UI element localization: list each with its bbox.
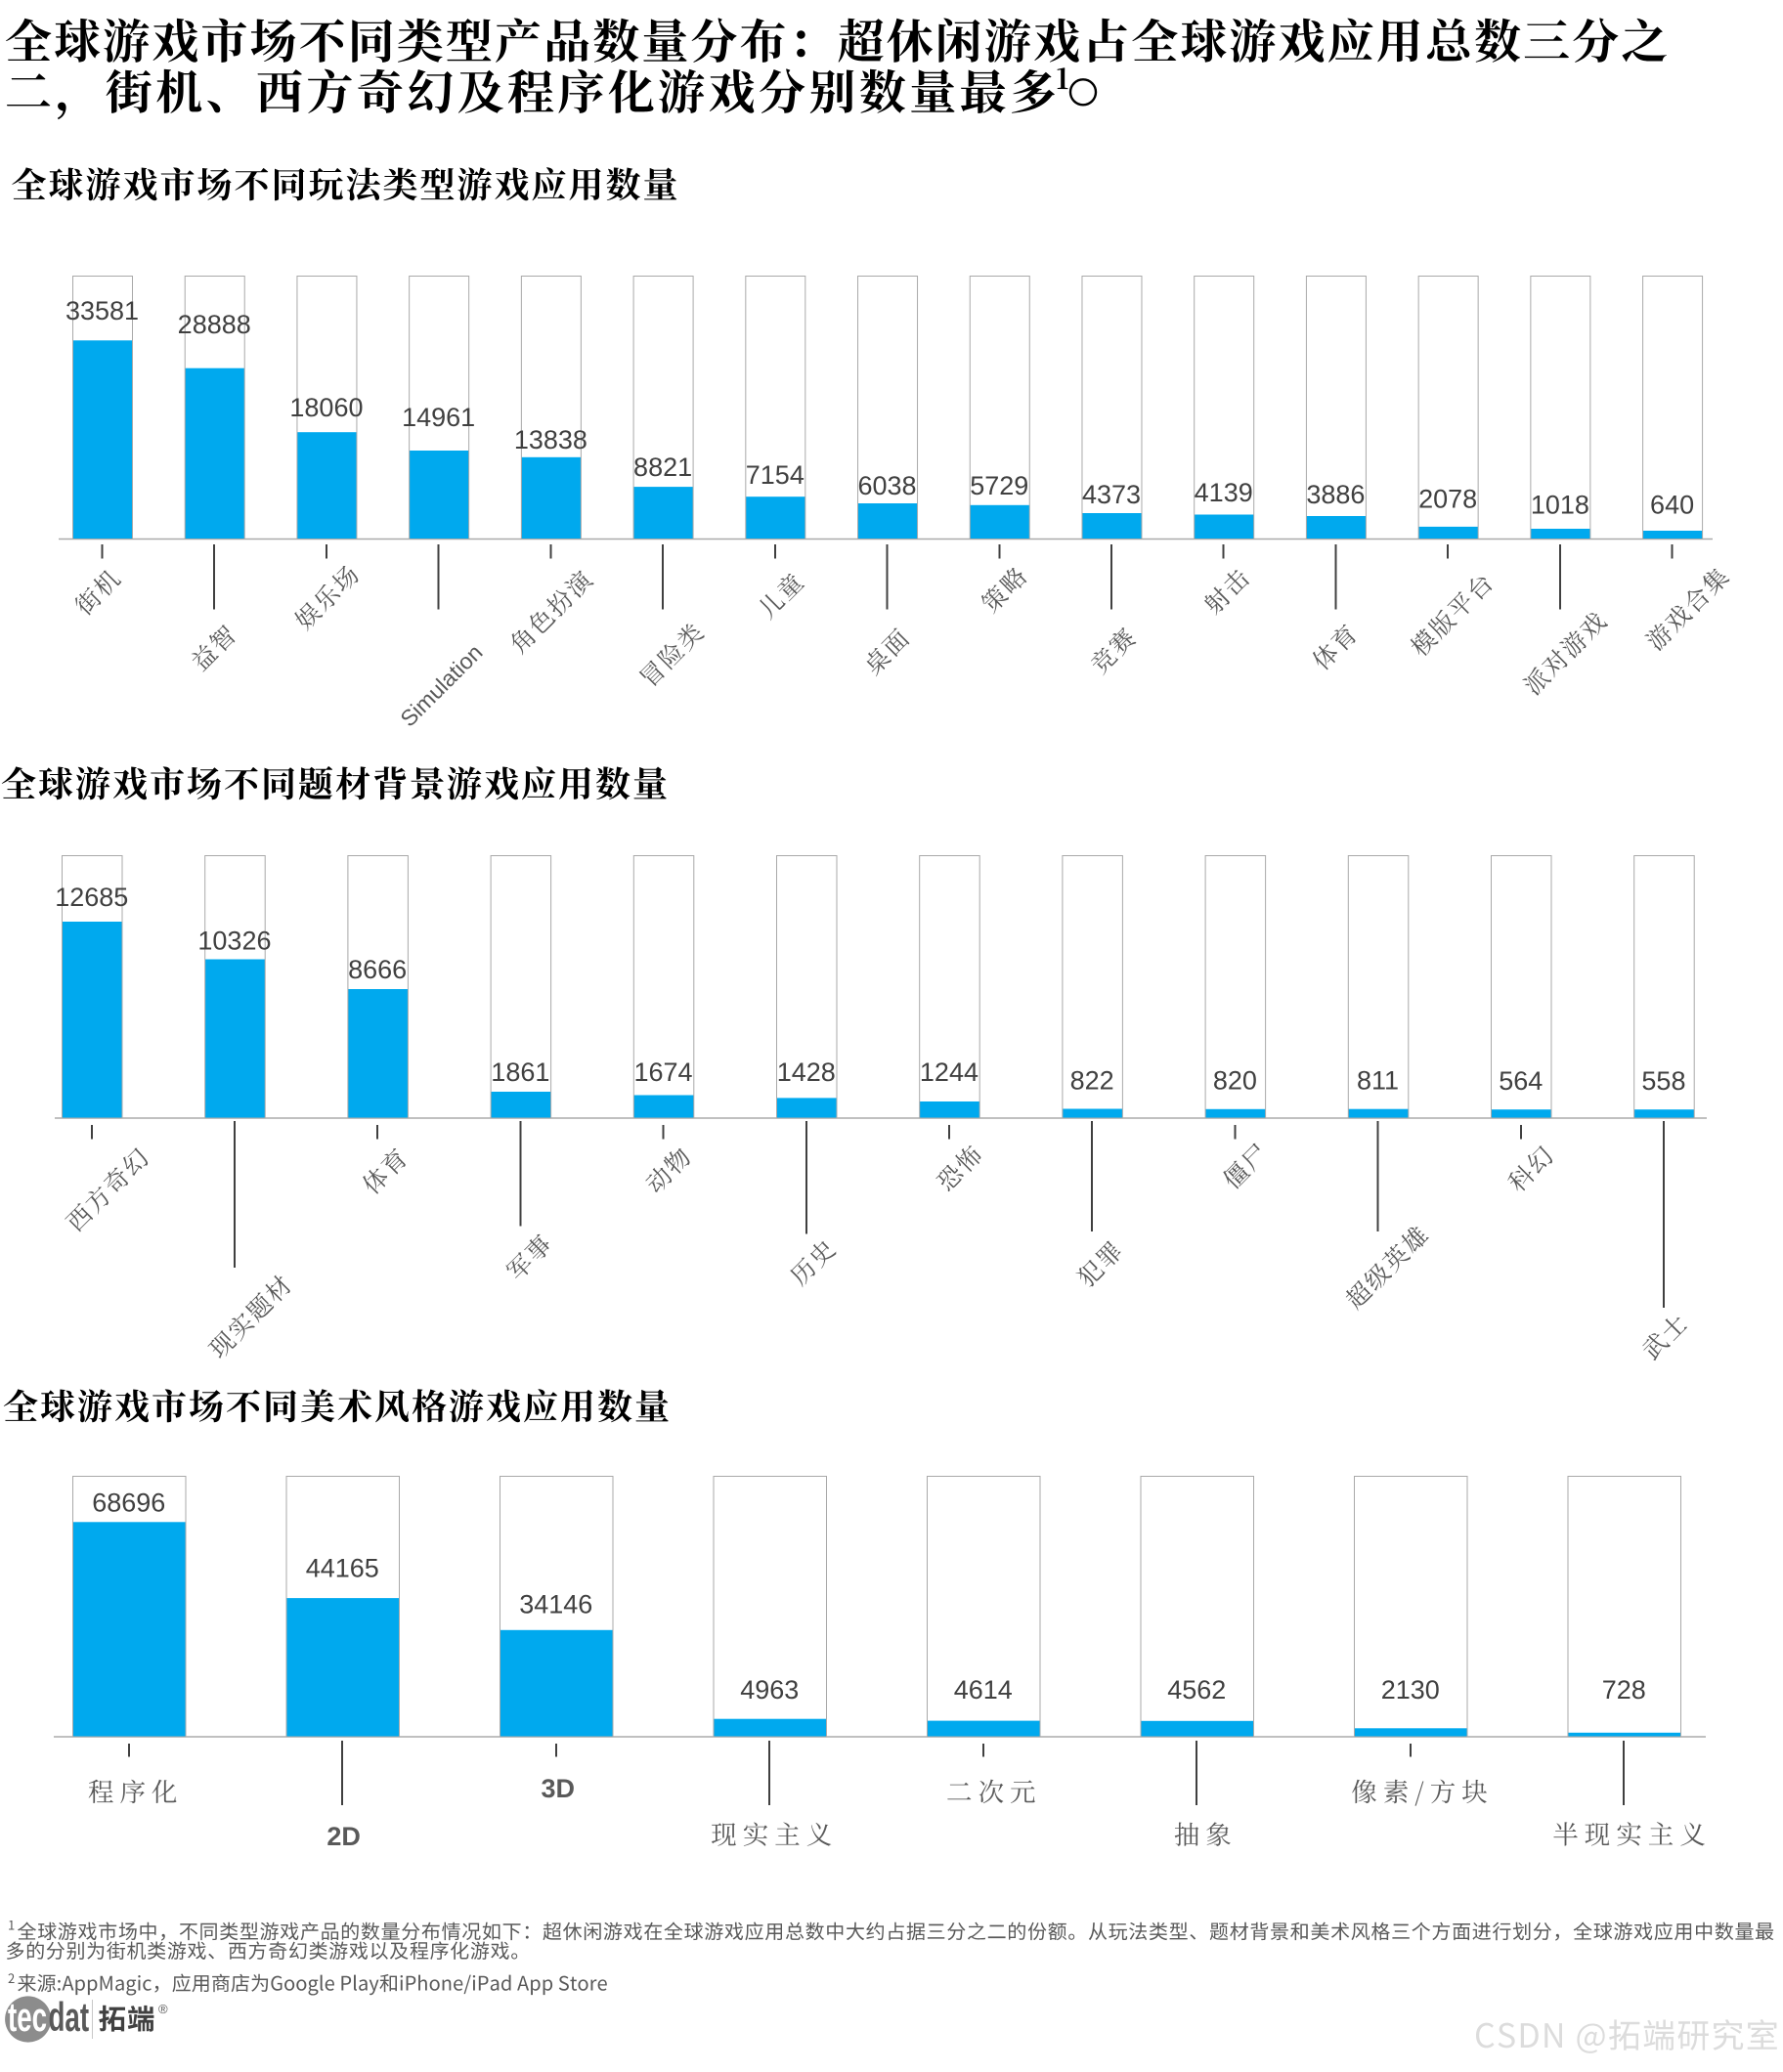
svg-text:1018: 1018	[1531, 491, 1589, 520]
svg-text:1861: 1861	[491, 1058, 549, 1087]
svg-text:3D: 3D	[541, 1774, 575, 1803]
svg-text:640: 640	[1650, 491, 1694, 520]
svg-text:28888: 28888	[178, 310, 251, 339]
svg-text:10326: 10326	[197, 927, 271, 956]
svg-text:14961: 14961	[402, 403, 475, 432]
svg-text:44165: 44165	[306, 1553, 379, 1582]
svg-text:7154: 7154	[746, 460, 805, 490]
svg-text:8666: 8666	[348, 955, 407, 984]
svg-text:2D: 2D	[326, 1822, 361, 1851]
svg-text:®: ®	[158, 2002, 168, 2016]
svg-text:6038: 6038	[858, 471, 917, 500]
svg-text:4963: 4963	[740, 1675, 799, 1705]
svg-text:34146: 34146	[519, 1590, 592, 1619]
svg-text:558: 558	[1641, 1066, 1685, 1096]
svg-text:4373: 4373	[1082, 480, 1141, 509]
svg-text:68696: 68696	[92, 1489, 165, 1518]
svg-text:2130: 2130	[1381, 1675, 1440, 1705]
svg-text:2078: 2078	[1418, 485, 1477, 514]
svg-text:13838: 13838	[514, 425, 587, 454]
svg-text:1674: 1674	[634, 1058, 693, 1087]
svg-text:tec: tec	[8, 1994, 47, 2040]
svg-text:822: 822	[1070, 1066, 1114, 1096]
svg-text:1428: 1428	[777, 1058, 836, 1087]
svg-text:4139: 4139	[1195, 478, 1253, 507]
svg-text:820: 820	[1213, 1066, 1257, 1096]
svg-text:18060: 18060	[289, 393, 363, 422]
svg-text:5729: 5729	[970, 471, 1028, 500]
svg-text:811: 811	[1357, 1066, 1399, 1096]
svg-text:12685: 12685	[55, 883, 128, 912]
svg-text:33581: 33581	[65, 296, 139, 325]
svg-text:3886: 3886	[1306, 480, 1365, 509]
svg-text:4614: 4614	[954, 1675, 1013, 1705]
svg-text:564: 564	[1499, 1066, 1543, 1096]
svg-text:1244: 1244	[920, 1058, 978, 1087]
svg-text:dat: dat	[49, 1994, 90, 2040]
svg-text:4562: 4562	[1167, 1675, 1226, 1705]
svg-text:8821: 8821	[633, 453, 692, 482]
svg-text:728: 728	[1602, 1675, 1646, 1705]
